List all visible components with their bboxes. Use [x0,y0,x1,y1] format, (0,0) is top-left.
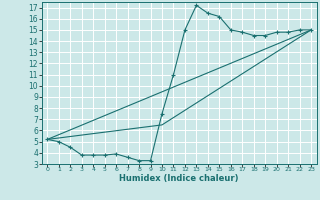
X-axis label: Humidex (Indice chaleur): Humidex (Indice chaleur) [119,174,239,183]
